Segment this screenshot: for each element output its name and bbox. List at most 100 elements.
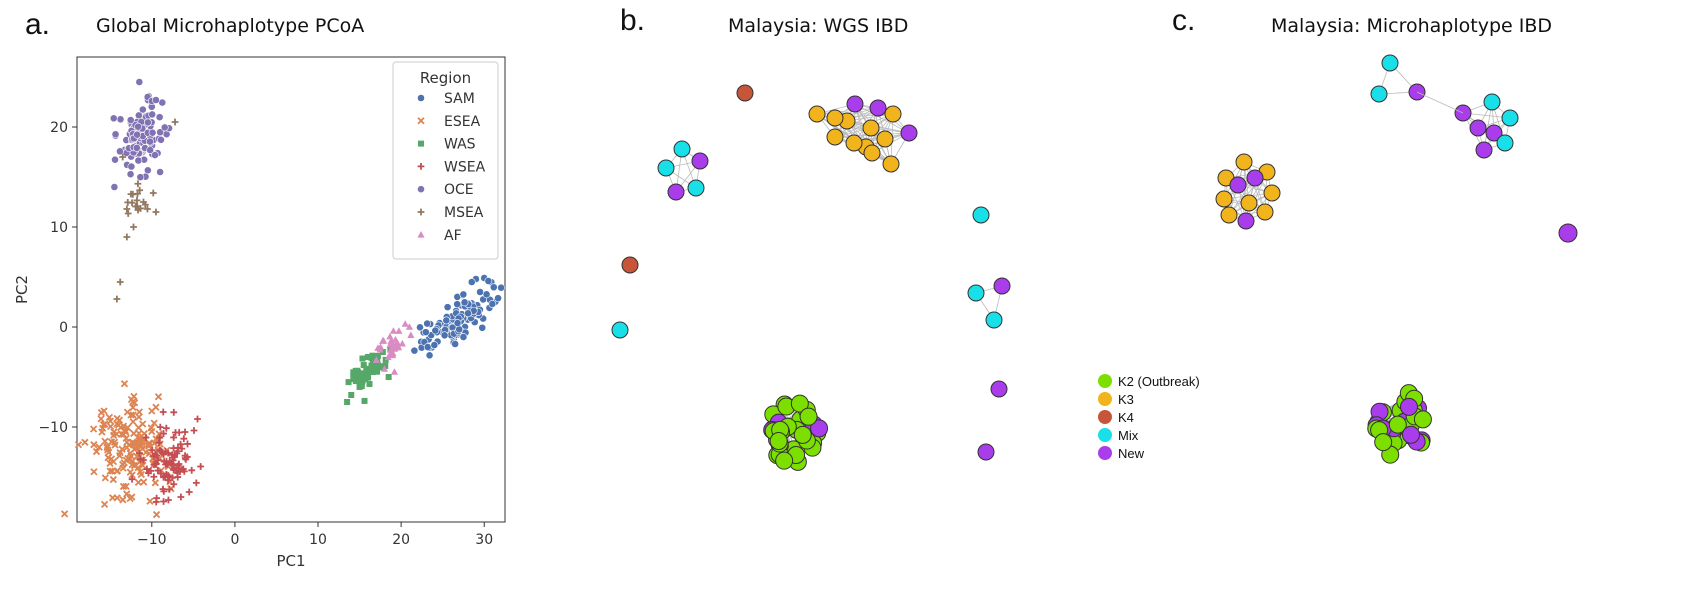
network-node xyxy=(810,419,829,438)
data-point xyxy=(155,113,164,122)
network-node xyxy=(882,155,900,173)
data-point xyxy=(152,96,160,104)
data-point xyxy=(155,430,163,438)
legend-title: Region xyxy=(420,69,471,87)
data-point xyxy=(143,465,151,473)
data-point xyxy=(130,399,139,407)
data-point xyxy=(125,455,134,463)
network-node xyxy=(687,179,705,197)
network-node xyxy=(1215,190,1233,208)
legend-box xyxy=(392,61,499,260)
data-point xyxy=(119,464,127,472)
data-point xyxy=(74,441,83,449)
network-node xyxy=(993,277,1011,295)
data-point xyxy=(366,380,373,387)
data-point xyxy=(352,367,359,374)
data-point xyxy=(421,328,430,337)
data-point xyxy=(181,452,189,460)
network-node xyxy=(691,152,709,170)
data-point xyxy=(387,346,395,353)
data-point xyxy=(120,380,129,388)
data-point xyxy=(159,408,167,416)
legend-marker-k3 xyxy=(1098,392,1112,406)
data-point xyxy=(431,326,440,335)
data-point xyxy=(127,162,136,171)
data-point xyxy=(398,339,406,347)
data-point xyxy=(166,486,173,493)
data-point xyxy=(150,419,158,427)
network-edge xyxy=(854,103,910,134)
data-point xyxy=(374,368,381,375)
network-node xyxy=(863,144,881,162)
data-point xyxy=(128,461,136,469)
network-node xyxy=(1469,119,1487,137)
network-node xyxy=(790,394,809,413)
data-point xyxy=(356,384,363,390)
network-node xyxy=(1475,141,1493,159)
data-point xyxy=(148,110,157,119)
panel-b-title: Malaysia: WGS IBD xyxy=(728,15,909,37)
data-point xyxy=(455,325,464,334)
network-node xyxy=(990,380,1008,398)
data-point xyxy=(359,355,366,362)
legend-marker xyxy=(418,140,424,147)
network-node xyxy=(1399,397,1418,416)
data-point xyxy=(169,474,177,482)
data-point xyxy=(401,320,409,327)
data-point xyxy=(129,403,137,412)
data-point xyxy=(177,440,184,448)
data-point xyxy=(133,196,141,204)
legend-marker xyxy=(417,117,425,125)
data-point xyxy=(134,478,143,486)
data-point xyxy=(382,362,389,369)
data-point xyxy=(497,283,506,292)
data-point xyxy=(90,441,98,449)
data-point xyxy=(364,354,371,360)
series-esea xyxy=(60,380,181,519)
data-point xyxy=(134,111,143,120)
network-node xyxy=(1237,212,1255,230)
data-point xyxy=(410,346,419,355)
data-point xyxy=(384,353,392,361)
data-point xyxy=(156,423,164,431)
data-point xyxy=(161,472,169,480)
data-point xyxy=(407,331,415,338)
data-point xyxy=(146,137,154,146)
data-point xyxy=(111,130,120,139)
data-point xyxy=(113,295,121,303)
network-node xyxy=(884,105,902,123)
data-point xyxy=(109,114,118,123)
data-point xyxy=(140,198,147,206)
data-point xyxy=(127,411,135,419)
data-point xyxy=(173,449,181,457)
legend-item-k2: K2 (Outbreak) xyxy=(1098,372,1200,390)
data-point xyxy=(132,203,140,210)
network-node xyxy=(845,134,863,152)
data-point xyxy=(116,147,124,156)
data-point xyxy=(134,206,142,214)
data-point xyxy=(467,278,476,286)
data-point xyxy=(129,411,137,419)
data-point xyxy=(138,105,147,114)
series-msea xyxy=(113,118,179,303)
network-edge xyxy=(816,107,879,115)
legend-label: ESEA xyxy=(444,114,481,130)
data-point xyxy=(154,456,162,464)
data-point xyxy=(107,455,116,463)
data-point xyxy=(101,420,109,428)
data-point xyxy=(365,367,372,374)
data-point xyxy=(354,377,361,384)
y-axis-label: PC2 xyxy=(13,275,31,304)
network-node xyxy=(985,311,1003,329)
data-point xyxy=(146,146,155,154)
data-point xyxy=(134,122,142,131)
data-point xyxy=(132,143,141,152)
data-point xyxy=(98,428,106,436)
data-point xyxy=(425,351,434,360)
data-point xyxy=(459,333,468,341)
data-point xyxy=(443,303,452,312)
legend-label: MSEA xyxy=(444,205,484,221)
network-node xyxy=(1256,203,1274,221)
pcoa-scatter-chart: −10 0 10 20 30 −10 0 10 20 PC1 PC2 Region SAM ESEA WAS… xyxy=(13,56,506,570)
data-point xyxy=(116,278,124,286)
